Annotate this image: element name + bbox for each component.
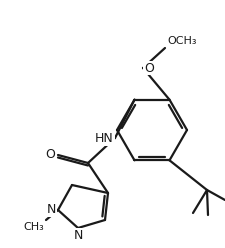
Text: N: N (46, 204, 56, 217)
Text: O: O (45, 149, 55, 161)
Text: CH₃: CH₃ (23, 222, 44, 232)
Text: N: N (73, 229, 82, 242)
Text: HN: HN (95, 132, 113, 146)
Text: OCH₃: OCH₃ (166, 36, 196, 46)
Text: O: O (143, 62, 153, 74)
